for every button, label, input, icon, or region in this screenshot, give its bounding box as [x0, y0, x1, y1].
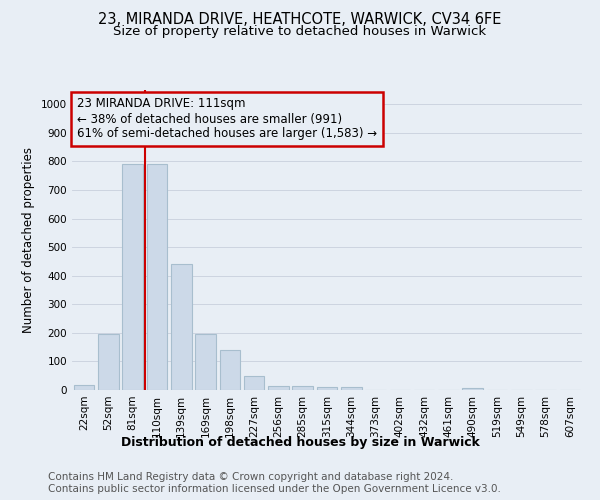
Bar: [220, 350, 240, 390]
Bar: [463, 388, 483, 390]
Text: Distribution of detached houses by size in Warwick: Distribution of detached houses by size …: [121, 436, 479, 449]
Text: Contains HM Land Registry data © Crown copyright and database right 2024.
Contai: Contains HM Land Registry data © Crown c…: [48, 472, 501, 494]
Bar: [244, 376, 265, 390]
Text: 23 MIRANDA DRIVE: 111sqm
← 38% of detached houses are smaller (991)
61% of semi-: 23 MIRANDA DRIVE: 111sqm ← 38% of detach…: [77, 98, 377, 140]
Bar: [341, 387, 362, 390]
Text: 23, MIRANDA DRIVE, HEATHCOTE, WARWICK, CV34 6FE: 23, MIRANDA DRIVE, HEATHCOTE, WARWICK, C…: [98, 12, 502, 28]
Bar: [122, 164, 143, 390]
Text: Size of property relative to detached houses in Warwick: Size of property relative to detached ho…: [113, 25, 487, 38]
Bar: [268, 386, 289, 390]
Bar: [146, 164, 167, 390]
Bar: [317, 387, 337, 390]
Bar: [74, 385, 94, 390]
Y-axis label: Number of detached properties: Number of detached properties: [22, 147, 35, 333]
Bar: [195, 334, 216, 390]
Bar: [171, 264, 191, 390]
Bar: [98, 334, 119, 390]
Bar: [292, 386, 313, 390]
